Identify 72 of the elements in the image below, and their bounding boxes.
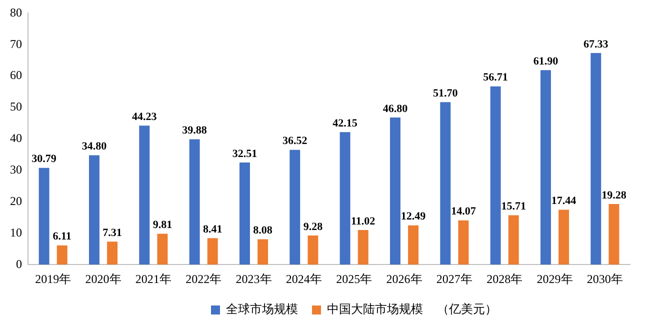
y-tick-label: 60	[10, 68, 22, 82]
bar	[38, 168, 50, 265]
bar	[107, 242, 118, 265]
data-label: 12.49	[400, 210, 426, 223]
x-tick-label: 2030年	[586, 272, 623, 286]
data-label: 14.07	[451, 206, 476, 218]
x-tick-label: 2021年	[135, 272, 172, 286]
data-label: 39.88	[182, 124, 208, 137]
bar	[340, 132, 350, 265]
bar	[558, 210, 570, 265]
data-label: 61.90	[533, 55, 559, 68]
y-tick-label: 40	[10, 131, 22, 146]
data-label: 8.08	[253, 224, 273, 237]
y-tick-label: 10	[10, 225, 22, 240]
bar	[358, 230, 368, 265]
data-label: 46.80	[382, 102, 408, 115]
y-tick-label: 20	[10, 194, 22, 208]
bar	[590, 53, 602, 265]
data-label: 15.71	[501, 200, 526, 213]
bar	[56, 245, 68, 265]
data-label: 17.44	[551, 195, 577, 208]
x-tick-label: 2026年	[386, 272, 422, 286]
bar	[207, 238, 218, 265]
data-label: 7.31	[102, 226, 122, 239]
legend-label: 中国大陆市场规模	[327, 302, 423, 316]
bar	[490, 86, 501, 265]
data-label: 34.80	[82, 140, 108, 153]
y-tick-label: 50	[10, 100, 22, 114]
data-label: 44.23	[132, 110, 158, 123]
data-label: 32.51	[232, 148, 258, 160]
bar	[139, 126, 150, 265]
bar	[508, 215, 519, 265]
bar	[290, 150, 300, 265]
data-label: 9.81	[152, 219, 172, 232]
data-label: 42.15	[332, 117, 358, 130]
y-tick-label: 70	[10, 36, 22, 51]
x-tick-label: 2028年	[486, 272, 523, 286]
data-label: 9.28	[303, 220, 324, 233]
text: （亿美元）	[437, 302, 497, 316]
data-label: 67.33	[584, 38, 609, 50]
bar	[540, 70, 551, 265]
data-label: 30.79	[32, 153, 57, 166]
bar	[88, 155, 100, 265]
data-label: 36.52	[282, 135, 308, 148]
bar	[189, 139, 200, 265]
x-tick-label: 2029年	[536, 272, 573, 286]
bar	[308, 235, 318, 265]
y-tick-label: 80	[10, 5, 22, 20]
bar	[258, 239, 268, 265]
data-label: 11.02	[351, 215, 376, 228]
bar	[239, 162, 250, 265]
bar	[440, 102, 451, 265]
x-tick-label: 2025年	[336, 272, 372, 286]
x-tick-label: 2024年	[286, 272, 322, 286]
x-tick-label: 2019年	[35, 272, 72, 286]
bar	[157, 234, 168, 265]
bar	[458, 220, 469, 265]
data-label: 8.41	[202, 224, 222, 236]
data-label: 56.71	[483, 72, 508, 84]
y-tick-label: 30	[10, 162, 22, 176]
bar	[408, 225, 419, 265]
x-tick-label: 2020年	[85, 272, 122, 286]
data-label: 6.11	[52, 230, 72, 243]
legend-label: 全球市场规模	[226, 302, 298, 316]
data-label: 51.70	[433, 87, 458, 100]
x-tick-label: 2022年	[186, 272, 222, 286]
x-tick-label: 2023年	[236, 272, 272, 286]
bar	[608, 204, 620, 265]
data-label: 19.28	[602, 189, 627, 202]
bar	[390, 118, 400, 265]
x-tick-label: 2027年	[436, 272, 472, 286]
y-tick-label: 0	[16, 256, 22, 271]
